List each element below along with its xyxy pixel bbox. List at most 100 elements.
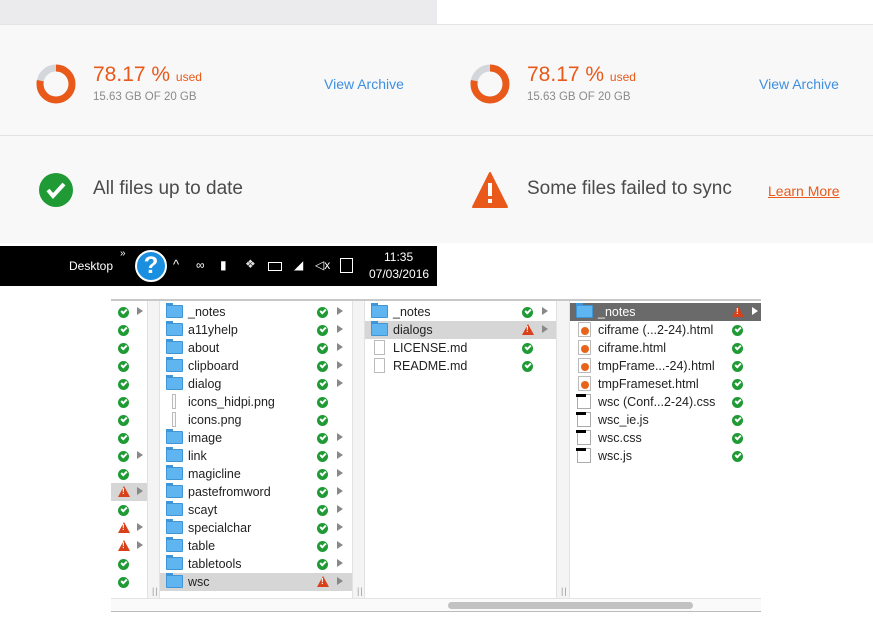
list-item[interactable]: clipboard (160, 357, 352, 375)
list-item[interactable]: _notes (365, 303, 556, 321)
list-item[interactable]: specialchar (160, 519, 352, 537)
taskbar: Desktop » ? ^ ∞ ▮ ❖ ◢ ◁x 11:35 07/03/201… (0, 246, 437, 286)
volume-muted-icon[interactable]: ◁x (315, 258, 331, 272)
list-item[interactable]: link (160, 447, 352, 465)
list-item[interactable]: _notes (570, 303, 761, 321)
item-name: wsc_ie.js (598, 413, 649, 427)
toolbar-overflow[interactable]: » (120, 248, 126, 259)
storage-detail-1: 15.63 GB OF 20 GB (93, 91, 197, 103)
view-archive-link-2[interactable]: View Archive (759, 76, 839, 92)
list-item[interactable]: dialogs (365, 321, 556, 339)
list-item[interactable]: scayt (160, 501, 352, 519)
list-item[interactable]: tmpFrameset.html (570, 375, 761, 393)
item-name: image (188, 431, 223, 445)
learn-more-link[interactable]: Learn More (768, 183, 840, 199)
list-item[interactable]: tabletools (160, 555, 352, 573)
list-item[interactable]: ciframe.html (570, 339, 761, 357)
wifi-icon[interactable]: ◢ (294, 258, 304, 272)
list-item[interactable]: image (160, 429, 352, 447)
item-name: specialchar (188, 521, 252, 535)
item-name: tmpFrameset.html (598, 377, 699, 391)
column-resize-handle[interactable]: || (147, 301, 160, 598)
list-item[interactable]: wsc_ie.js (570, 411, 761, 429)
list-item[interactable]: icons_hidpi.png (160, 393, 352, 411)
desktop-toolbar[interactable]: Desktop (69, 259, 114, 273)
item-name: README.md (393, 359, 468, 373)
list-item[interactable]: table (160, 537, 352, 555)
list-item[interactable] (111, 501, 147, 519)
list-item[interactable] (111, 393, 147, 411)
clock-date[interactable]: 07/03/2016 (369, 267, 430, 281)
list-item[interactable] (111, 357, 147, 375)
list-item[interactable] (111, 411, 147, 429)
synced-check-icon (118, 433, 129, 444)
chevron-up-icon[interactable]: ^ (173, 257, 180, 272)
finder-column-view: || _notes a11yhelp about clipboard dialog ico… (111, 299, 761, 612)
list-item[interactable] (111, 447, 147, 465)
list-item[interactable]: LICENSE.md (365, 339, 556, 357)
list-item[interactable] (111, 537, 147, 555)
list-item[interactable]: icons.png (160, 411, 352, 429)
sync-warning-icon (118, 540, 130, 551)
item-name: wsc.css (598, 431, 642, 445)
battery-icon[interactable] (268, 262, 282, 271)
creative-cloud-icon[interactable]: ∞ (196, 258, 205, 272)
synced-check-icon (317, 451, 328, 462)
list-item[interactable]: _notes (160, 303, 352, 321)
list-item[interactable]: README.md (365, 357, 556, 375)
synced-check-icon (118, 469, 129, 480)
storage-percent-1: 78.17 % used (93, 63, 202, 86)
list-item[interactable] (111, 573, 147, 591)
chevron-right-icon (337, 343, 343, 351)
view-archive-link-1[interactable]: View Archive (324, 76, 404, 92)
clock-time[interactable]: 11:35 (384, 250, 414, 264)
list-item[interactable] (111, 321, 147, 339)
scrollbar-thumb[interactable] (448, 602, 693, 609)
chevron-right-icon (337, 433, 343, 441)
list-item[interactable] (111, 429, 147, 447)
horizontal-scrollbar[interactable] (111, 598, 761, 612)
synced-check-icon (317, 325, 328, 336)
list-item[interactable] (111, 465, 147, 483)
list-item[interactable] (111, 339, 147, 357)
synced-check-icon (317, 505, 328, 516)
html-file-icon (578, 322, 591, 337)
list-item[interactable]: about (160, 339, 352, 357)
list-item[interactable] (111, 375, 147, 393)
folder-icon (576, 303, 593, 318)
list-item[interactable]: pastefromword (160, 483, 352, 501)
chevron-right-icon (137, 487, 143, 495)
synced-check-icon (118, 505, 129, 516)
storage-detail-2: 15.63 GB OF 20 GB (527, 91, 631, 103)
help-icon[interactable]: ? (135, 250, 167, 282)
image-file-icon (172, 412, 176, 427)
list-item[interactable]: a11yhelp (160, 321, 352, 339)
list-item[interactable]: tmpFrame...-24).html (570, 357, 761, 375)
list-item[interactable]: ciframe (...2-24).html (570, 321, 761, 339)
list-item[interactable]: dialog (160, 375, 352, 393)
list-item[interactable]: wsc (160, 573, 352, 591)
list-item[interactable] (111, 519, 147, 537)
dropbox-icon[interactable]: ❖ (245, 257, 256, 271)
item-name: tmpFrame...-24).html (598, 359, 715, 373)
lock-icon[interactable]: ▮ (220, 258, 227, 272)
list-item[interactable] (111, 483, 147, 501)
image-file-icon (172, 394, 176, 409)
column-resize-handle[interactable]: || (556, 301, 570, 598)
item-name: dialog (188, 377, 222, 391)
synced-check-icon (317, 307, 328, 318)
list-item[interactable]: wsc (Conf...2-24).css (570, 393, 761, 411)
synced-check-icon (732, 451, 743, 462)
column-resize-handle[interactable]: || (352, 301, 365, 598)
list-item[interactable]: wsc.css (570, 429, 761, 447)
synced-check-icon (317, 433, 328, 444)
list-item[interactable]: magicline (160, 465, 352, 483)
item-name: ciframe.html (598, 341, 667, 355)
notifications-icon[interactable] (340, 258, 353, 273)
synced-check-icon (732, 325, 743, 336)
list-item[interactable]: wsc.js (570, 447, 761, 465)
sync-fail-text: Some files failed to sync (527, 178, 732, 199)
list-item[interactable] (111, 555, 147, 573)
list-item[interactable] (111, 303, 147, 321)
